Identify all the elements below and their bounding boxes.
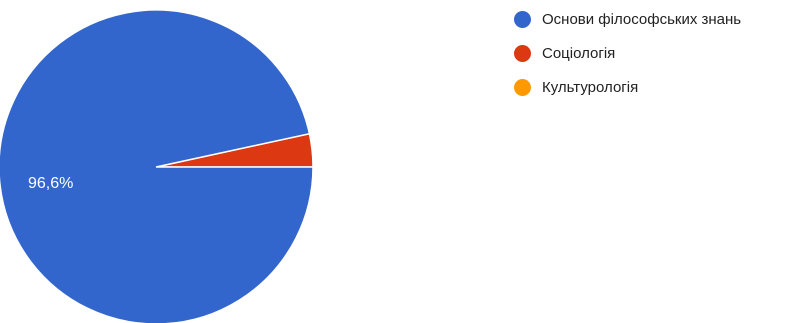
- legend-item-1[interactable]: Соціологія: [514, 42, 741, 65]
- pie-slice-label-0: 96,6%: [28, 175, 73, 192]
- legend-item-0[interactable]: Основи філософських знань: [514, 8, 741, 31]
- pie-slices: [0, 9, 314, 323]
- legend-label-1: Соціологія: [542, 45, 616, 62]
- legend-label-2: Культурологія: [542, 79, 639, 96]
- legend-swatch-0: [514, 11, 531, 28]
- legend-swatch-1: [514, 45, 531, 62]
- pie-slice-labels: 96,6%: [28, 175, 73, 192]
- pie-slice-0[interactable]: [0, 9, 314, 323]
- legend-item-2[interactable]: Культурологія: [514, 76, 741, 99]
- legend-label-0: Основи філософських знань: [542, 11, 742, 28]
- chart-legend: Основи філософських знань Соціологія Кул…: [514, 8, 741, 110]
- legend-swatch-2: [514, 79, 531, 96]
